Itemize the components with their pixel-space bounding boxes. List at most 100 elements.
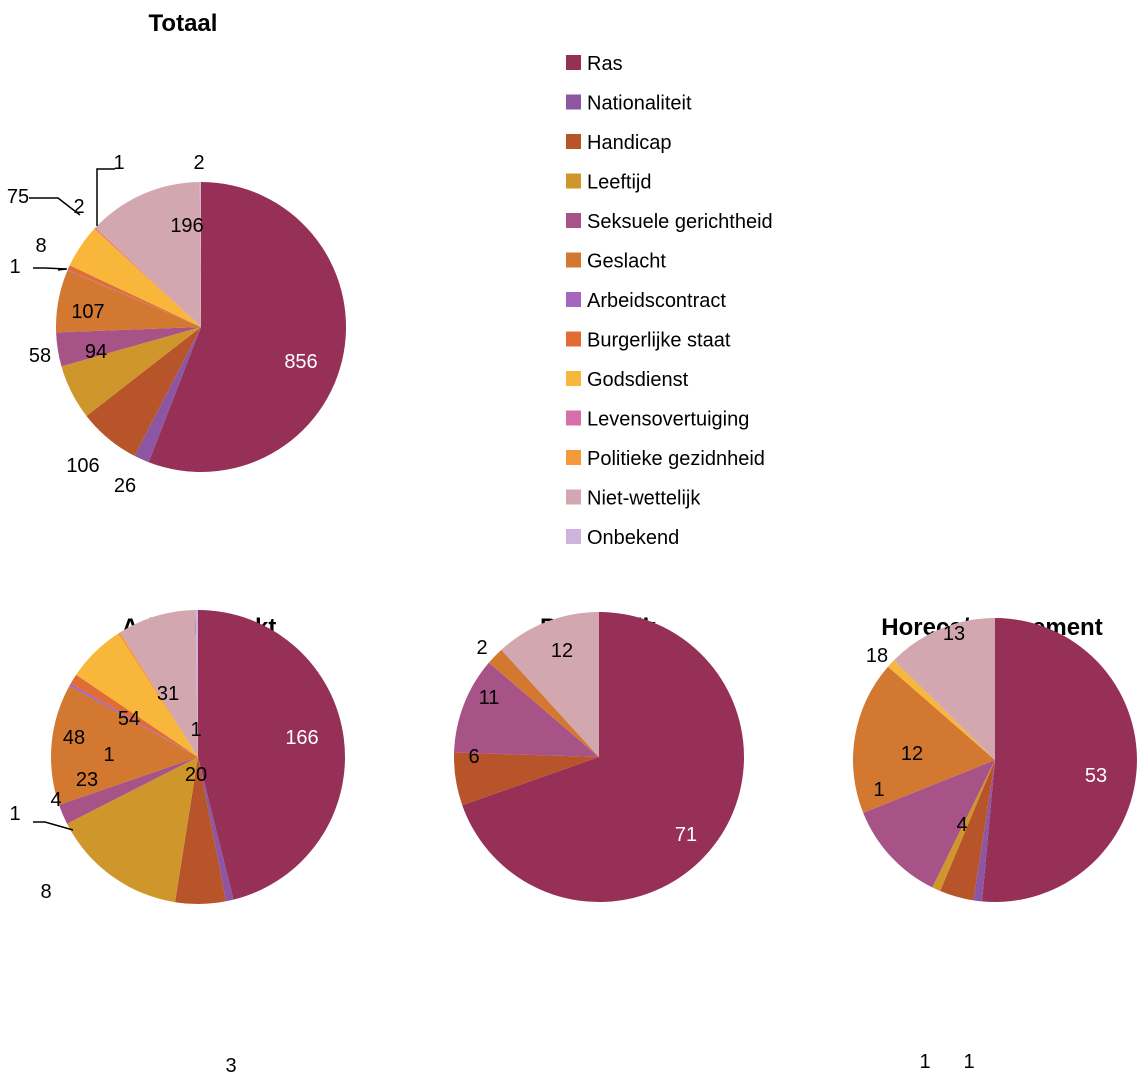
legend-item: Nationaliteit	[566, 93, 692, 115]
data-label: 3	[225, 1055, 236, 1077]
legend-label: Leeftijd	[587, 172, 652, 194]
data-label: 2	[73, 196, 84, 218]
pie-slice	[501, 612, 599, 757]
leader-line	[57, 268, 67, 271]
legend-label: Burgerlijke staat	[587, 330, 731, 352]
legend-swatch	[566, 252, 581, 268]
data-label: 20	[185, 764, 207, 786]
pie-slice	[134, 327, 201, 463]
legend-swatch	[566, 292, 581, 307]
data-label: 196	[170, 215, 203, 237]
legend-item: Handicap	[566, 132, 672, 154]
legend-label: Politieke gezidnheid	[587, 448, 765, 470]
data-label: 71	[675, 824, 697, 846]
data-label: 12	[901, 743, 923, 765]
legend-item: Seksuele gerichtheid	[566, 211, 773, 233]
data-label: 4	[50, 789, 61, 811]
leader-line	[96, 168, 115, 226]
pie-slice	[94, 227, 201, 327]
pie-slice	[195, 609, 198, 757]
pie-slice	[117, 632, 198, 757]
pie-slice	[67, 265, 201, 327]
legend-label: Geslacht	[587, 251, 666, 273]
legend-swatch	[566, 410, 581, 426]
legend-label: Seksuele gerichtheid	[587, 211, 773, 233]
pie-4: 53 1 4 1 12 18 1 13	[853, 618, 1137, 1073]
pie-slice	[120, 610, 198, 757]
data-label: 1	[963, 1051, 974, 1073]
legend-item: Onbekend	[566, 527, 679, 549]
legend: Ras Nationaliteit Handicap Leeftijd Seksuele…	[566, 53, 773, 549]
data-label: 856	[284, 351, 317, 373]
pie-slice	[76, 633, 198, 757]
pie-slice	[863, 760, 995, 888]
legend-swatch	[566, 55, 581, 70]
legend-item: Geslacht	[566, 251, 666, 273]
data-label: 107	[71, 301, 104, 323]
legend-swatch	[566, 371, 581, 386]
legend-item: Arbeidscontract	[566, 290, 726, 312]
pie-slice	[59, 757, 199, 824]
data-label: 106	[66, 455, 99, 477]
pie-slice	[982, 618, 1137, 902]
pie-slice	[69, 228, 202, 327]
pie-slice	[70, 674, 198, 757]
data-label: 12	[551, 640, 573, 662]
data-label: 94	[85, 341, 107, 363]
legend-swatch	[566, 213, 581, 228]
pie-slice	[198, 757, 234, 902]
pie-slice	[198, 610, 345, 900]
data-label: 48	[63, 727, 85, 749]
legend-label: Godsdienst	[587, 369, 689, 391]
pie-slice	[61, 327, 201, 416]
pie-slice	[454, 752, 599, 806]
data-label: 1	[9, 803, 20, 825]
data-label: 2	[476, 637, 487, 659]
data-label: 1	[113, 152, 124, 174]
pie-slice	[932, 760, 995, 891]
legend-swatch	[566, 94, 581, 110]
data-label: 53	[1085, 765, 1107, 787]
leader-line	[29, 197, 81, 216]
legend-label: Levensovertuiging	[587, 409, 749, 431]
pie-slice	[887, 660, 995, 760]
pie-slice	[86, 327, 201, 456]
data-label: 8	[35, 235, 46, 257]
data-label: 23	[76, 769, 98, 791]
pie-slice	[462, 612, 744, 902]
data-label: 18	[866, 645, 888, 667]
legend-label: Ras	[587, 53, 623, 75]
data-label: 1	[103, 744, 114, 766]
data-label: 4	[956, 814, 967, 836]
pie-slice	[67, 757, 199, 903]
pie-slice	[940, 760, 995, 901]
data-label: 1	[9, 256, 20, 278]
pie-slice	[56, 327, 201, 367]
legend-swatch	[566, 173, 581, 189]
pie-slice	[50, 685, 198, 805]
pie-slice	[454, 662, 599, 757]
leader-line	[33, 821, 74, 831]
pie-slice	[893, 618, 995, 760]
data-label: 1	[919, 1051, 930, 1073]
data-label: 6	[468, 746, 479, 768]
pie-slice	[56, 270, 201, 333]
pie-slice	[973, 760, 995, 902]
legend-item: Burgerlijke staat	[566, 330, 731, 352]
legend-swatch	[566, 529, 581, 544]
legend-label: Onbekend	[587, 527, 679, 549]
legend-swatch	[566, 489, 581, 505]
data-label: 11	[479, 687, 500, 709]
legend-label: Niet-wettelijk	[587, 488, 701, 510]
legend-swatch	[566, 331, 581, 347]
legend-label: Nationaliteit	[587, 93, 692, 115]
data-label: 54	[118, 708, 140, 730]
pie-slice	[199, 181, 201, 327]
data-label: 166	[285, 727, 318, 749]
legend-label: Arbeidscontract	[587, 290, 726, 312]
data-label: 8	[40, 881, 51, 903]
pie-slice	[488, 649, 599, 757]
